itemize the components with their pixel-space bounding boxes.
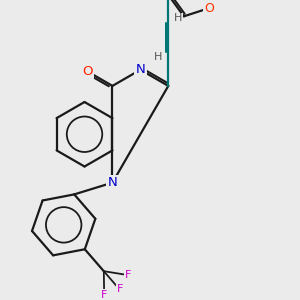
- Text: F: F: [101, 290, 107, 300]
- Text: H: H: [174, 14, 182, 23]
- Text: F: F: [124, 270, 131, 280]
- Text: F: F: [116, 284, 123, 295]
- Text: N: N: [136, 63, 145, 76]
- Text: O: O: [82, 65, 93, 78]
- Text: N: N: [108, 176, 117, 189]
- Text: O: O: [204, 2, 214, 15]
- Text: H: H: [154, 52, 163, 61]
